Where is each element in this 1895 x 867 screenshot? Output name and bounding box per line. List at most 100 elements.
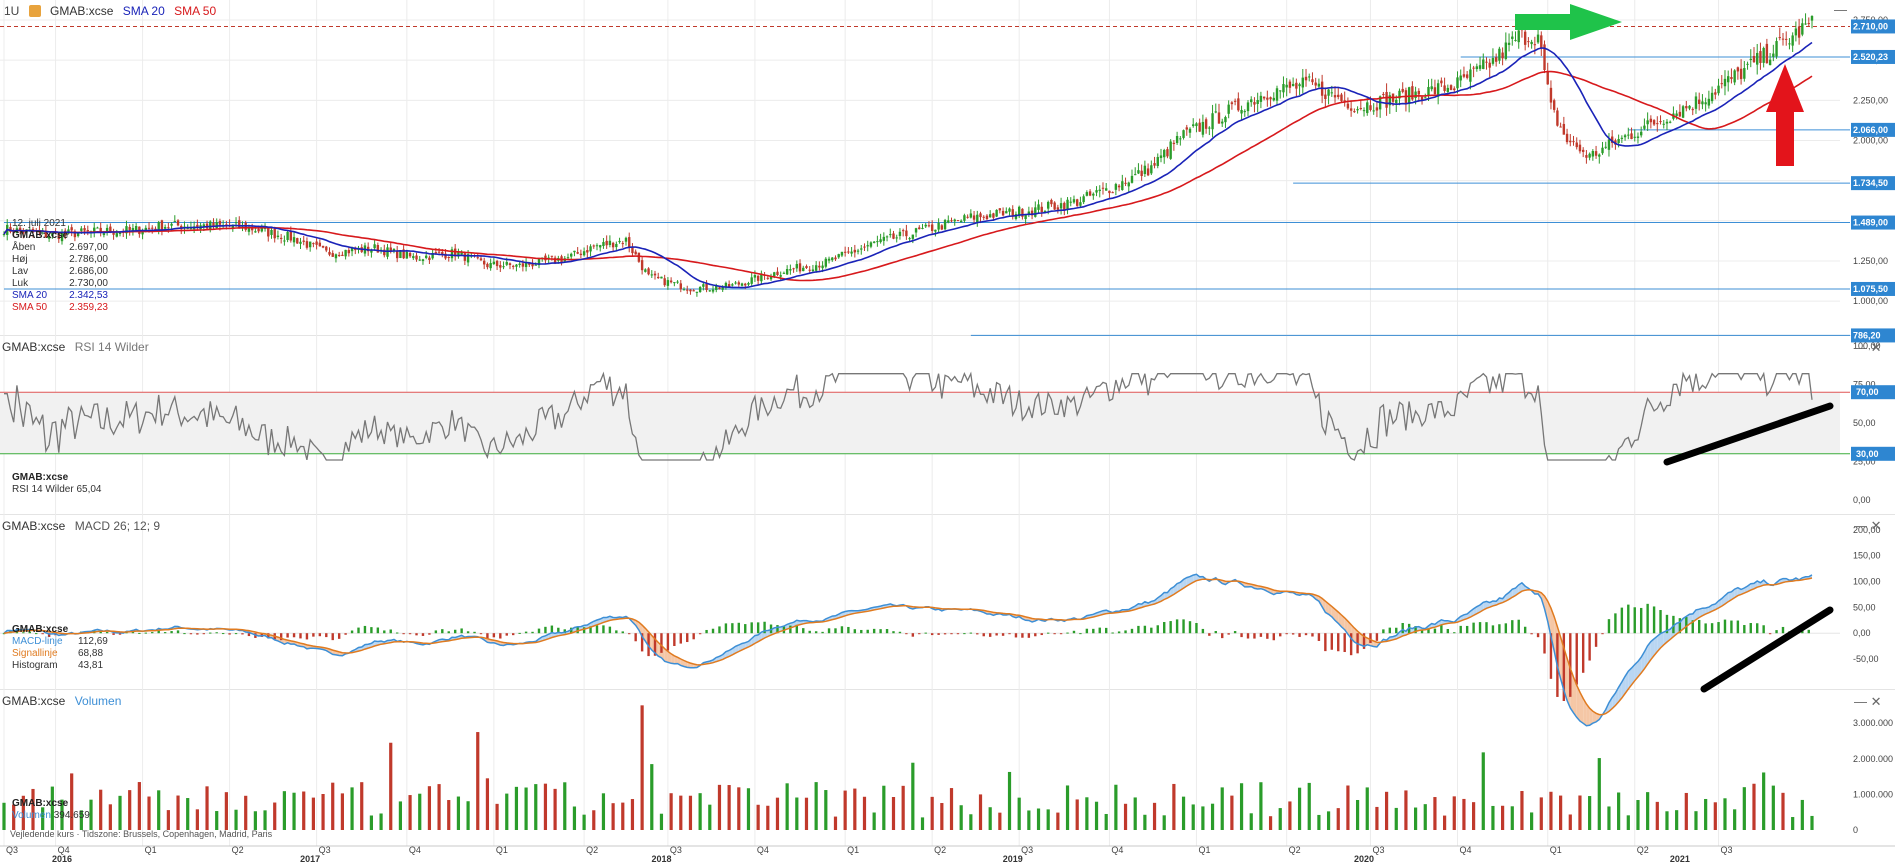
info-ticker: GMAB:xcse <box>12 230 108 242</box>
macd-histogram-bar <box>847 627 849 633</box>
candle-body <box>1402 89 1404 92</box>
minimize-icon[interactable]: — <box>1854 340 1867 355</box>
volume-ticker: GMAB:xcse <box>2 694 65 708</box>
macd-histogram-bar <box>222 633 224 634</box>
volume-bar <box>1733 809 1736 830</box>
volume-info-box: GMAB:xcse Volumen 394.659 <box>12 798 90 822</box>
macd-histogram-bar <box>1511 620 1513 633</box>
candle-body <box>1540 35 1542 48</box>
candle-body <box>750 277 752 283</box>
macd-histogram-bar <box>1653 606 1655 633</box>
candle-body <box>1182 130 1184 138</box>
rsi-indicator-name[interactable]: RSI 14 Wilder <box>75 340 149 354</box>
macd-histogram-bar <box>312 633 314 636</box>
volume-bar <box>1308 783 1311 830</box>
volume-bar <box>1762 772 1765 830</box>
rsi-band-tag-label: 70,00 <box>1856 387 1879 397</box>
macd-histogram-bar <box>1202 629 1204 633</box>
candle-body <box>177 220 179 225</box>
candle-body <box>1524 32 1526 45</box>
candle-body <box>1456 77 1458 88</box>
candle-body <box>338 255 340 256</box>
candle-body <box>332 253 334 257</box>
candle-body <box>1653 120 1655 124</box>
chart-type-icon[interactable] <box>29 5 41 17</box>
macd-ticker: GMAB:xcse <box>2 519 65 533</box>
close-icon[interactable]: ✕ <box>1871 340 1882 355</box>
volume-bar <box>244 796 247 830</box>
candle-body <box>802 268 804 271</box>
candle-body <box>435 252 437 253</box>
close-icon[interactable]: ✕ <box>1871 694 1882 709</box>
candle-body <box>857 251 859 252</box>
macd-histogram-bar <box>1144 626 1146 633</box>
rsi-panel-controls: — ✕ <box>1854 340 1882 356</box>
price-tag-label: 1.489,00 <box>1853 218 1888 228</box>
x-axis-quarter-label: Q3 <box>1021 845 1033 855</box>
candle-body <box>1804 24 1806 25</box>
candle-body <box>1498 49 1500 61</box>
minimize-icon[interactable]: — <box>1854 694 1867 709</box>
close-icon[interactable]: ✕ <box>1871 518 1882 533</box>
minimize-icon[interactable]: — <box>1834 2 1847 17</box>
volume-bar <box>341 793 344 830</box>
candle-body <box>1466 74 1468 77</box>
volume-bar <box>1172 784 1175 830</box>
volume-bar <box>1791 817 1794 830</box>
macd-histogram-bar <box>1762 625 1764 633</box>
volume-bar <box>969 814 972 830</box>
macd-histogram-bar <box>634 633 636 641</box>
candle-body <box>1537 35 1539 43</box>
interval-label[interactable]: 1U <box>4 4 19 18</box>
macd-histogram-bar <box>1253 633 1255 638</box>
macd-histogram-bar <box>1318 633 1320 641</box>
x-axis-quarter-label: Q1 <box>145 845 157 855</box>
volume-bar <box>824 790 827 830</box>
macd-tick-label: 0,00 <box>1853 628 1871 638</box>
volume-indicator-name[interactable]: Volumen <box>75 694 122 708</box>
candle-body <box>1759 51 1761 63</box>
sma50-legend[interactable]: SMA 50 <box>174 4 216 18</box>
minimize-icon[interactable]: — <box>1854 518 1867 533</box>
candle-body <box>170 224 172 226</box>
macd-histogram-bar <box>293 633 295 637</box>
rsi-info-ticker: GMAB:xcse <box>12 472 102 484</box>
candle-body <box>1086 192 1088 196</box>
macd-histogram-bar <box>228 633 230 634</box>
candle-body <box>1008 209 1010 212</box>
macd-histogram-bar <box>1182 619 1184 633</box>
macd-histogram-bar <box>319 633 321 636</box>
x-axis-quarter-label: Q3 <box>1372 845 1384 855</box>
candle-body <box>1215 111 1217 112</box>
candle-body <box>1057 207 1059 209</box>
volume-bar <box>534 784 537 830</box>
volume-bar <box>1211 804 1214 830</box>
volume-bar <box>457 797 460 830</box>
candle-body <box>1798 26 1800 37</box>
candle-body <box>654 274 656 276</box>
volume-bar <box>1810 816 1813 830</box>
macd-histogram-bar <box>1453 632 1455 633</box>
x-axis-quarter-label: Q1 <box>847 845 859 855</box>
candle-body <box>1508 43 1510 45</box>
candle-body <box>1656 123 1658 124</box>
candle-body <box>518 264 520 265</box>
candle-body <box>1556 110 1558 125</box>
candle-body <box>915 228 917 232</box>
volume-bar <box>708 805 711 830</box>
macd-indicator-name[interactable]: MACD 26; 12; 9 <box>75 519 160 533</box>
volume-bar <box>1201 806 1204 830</box>
candle-body <box>670 281 672 283</box>
volume-bar <box>515 787 518 830</box>
candle-body <box>783 273 785 274</box>
macd-histogram-bar <box>1730 621 1732 634</box>
candle-body <box>876 241 878 242</box>
candle-body <box>512 266 514 267</box>
candle-body <box>425 256 427 258</box>
candle-body <box>1340 95 1342 102</box>
candle-body <box>344 250 346 256</box>
sma20-legend[interactable]: SMA 20 <box>123 4 165 18</box>
